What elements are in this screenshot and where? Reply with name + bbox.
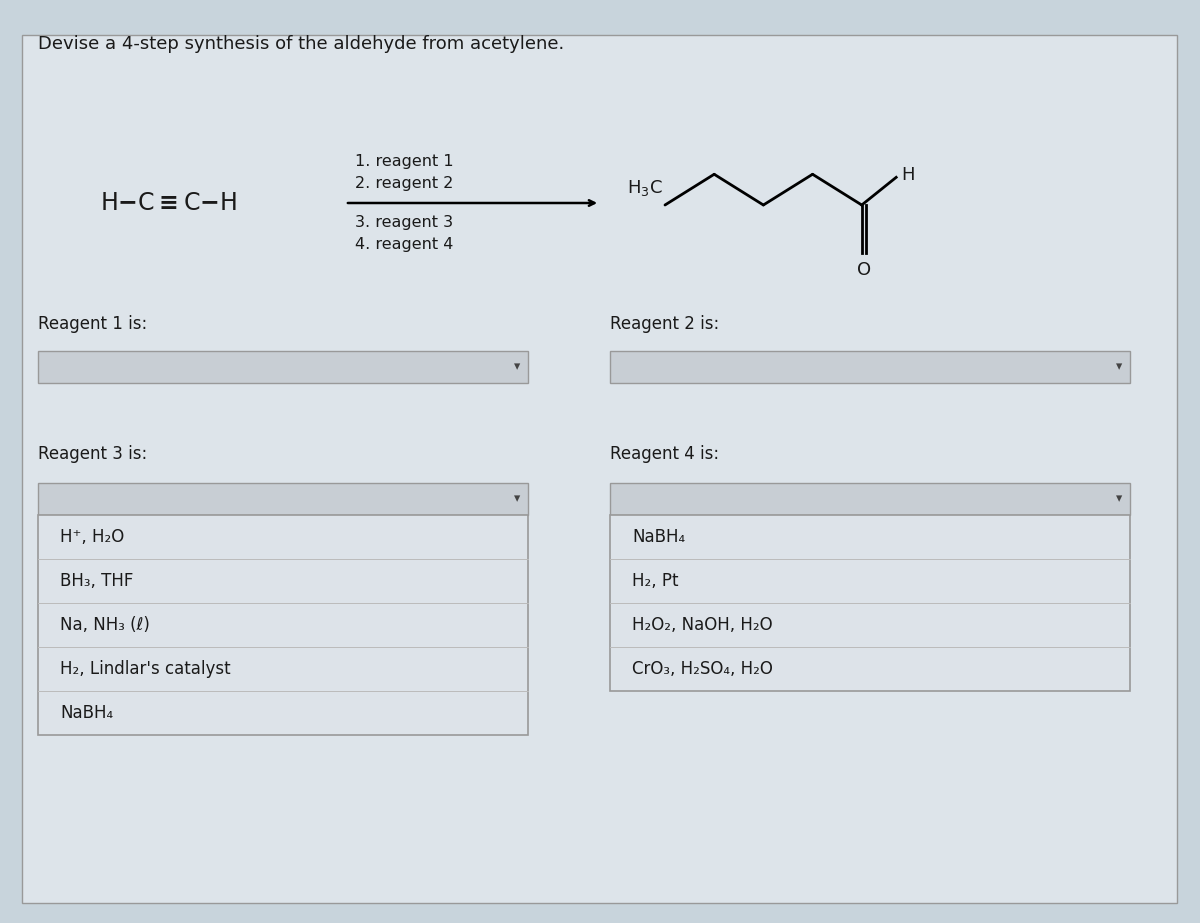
Text: Reagent 1 is:: Reagent 1 is: [38, 315, 148, 333]
Text: H$\mathbf{-}$C$\mathbf{\equiv}$C$\mathbf{-}$H: H$\mathbf{-}$C$\mathbf{\equiv}$C$\mathbf… [100, 191, 236, 215]
Bar [610, 515, 1130, 691]
Bar [38, 351, 528, 383]
Text: H$_3$C: H$_3$C [628, 178, 662, 198]
Text: Reagent 4 is:: Reagent 4 is: [610, 445, 719, 463]
Text: Na, NH₃ (ℓ): Na, NH₃ (ℓ) [60, 616, 150, 634]
Bar [610, 483, 1130, 515]
Text: ▾: ▾ [1116, 361, 1122, 374]
Text: H₂, Lindlar's catalyst: H₂, Lindlar's catalyst [60, 660, 230, 678]
Text: H₂, Pt: H₂, Pt [632, 572, 678, 590]
Text: Devise a 4-step synthesis of the aldehyde from acetylene.: Devise a 4-step synthesis of the aldehyd… [38, 35, 564, 53]
Text: NaBH₄: NaBH₄ [60, 704, 113, 722]
Text: H₂O₂, NaOH, H₂O: H₂O₂, NaOH, H₂O [632, 616, 773, 634]
Bar [38, 515, 528, 735]
Text: H⁺, H₂O: H⁺, H₂O [60, 528, 125, 546]
Text: 1. reagent 1
2. reagent 2: 1. reagent 1 2. reagent 2 [355, 154, 454, 191]
Text: H: H [901, 166, 914, 185]
Text: Reagent 3 is:: Reagent 3 is: [38, 445, 148, 463]
Text: O: O [857, 261, 871, 279]
Text: ▾: ▾ [1116, 493, 1122, 506]
Text: 3. reagent 3
4. reagent 4: 3. reagent 3 4. reagent 4 [355, 215, 454, 252]
Text: ▾: ▾ [514, 493, 520, 506]
Text: Reagent 2 is:: Reagent 2 is: [610, 315, 719, 333]
Text: BH₃, THF: BH₃, THF [60, 572, 133, 590]
Text: ▾: ▾ [514, 361, 520, 374]
Text: NaBH₄: NaBH₄ [632, 528, 685, 546]
Bar [38, 483, 528, 515]
Bar [610, 351, 1130, 383]
Text: CrO₃, H₂SO₄, H₂O: CrO₃, H₂SO₄, H₂O [632, 660, 773, 678]
